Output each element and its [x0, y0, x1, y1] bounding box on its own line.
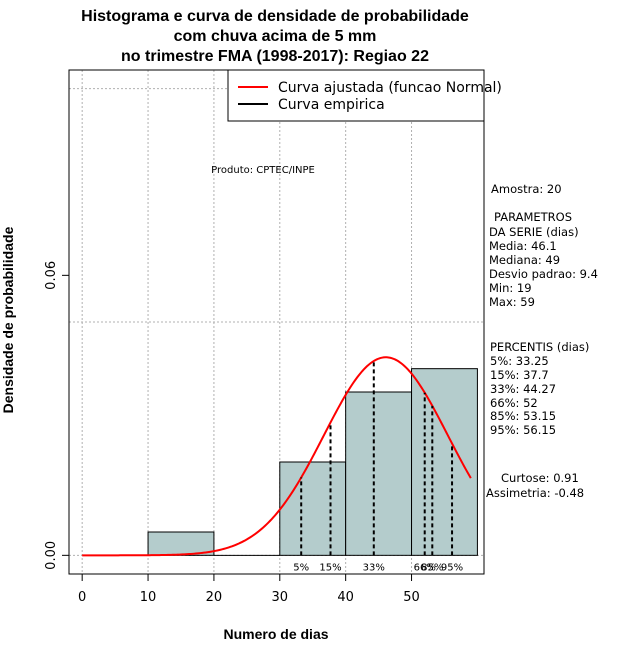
- y-axis-label: Densidade de probabilidade: [0, 226, 16, 413]
- stats-line: Media: 46.1: [489, 239, 557, 253]
- legend-label: Curva empirica: [278, 97, 385, 113]
- title-line: com chuva acima de 5 mm: [174, 28, 377, 45]
- percentile-label: 5%: [293, 562, 309, 573]
- x-tick-label: 40: [337, 590, 354, 605]
- normal-curve-line: [82, 356, 472, 557]
- histogram-bar: [411, 368, 478, 556]
- x-tick-label: 20: [206, 590, 223, 605]
- stats-line: 5%: 33.25: [490, 354, 549, 368]
- axes: 0 10 20 30 40 50 0.00 0.06 Numero de dias Densida…: [0, 69, 485, 642]
- stats-line: Amostra: 20: [491, 182, 562, 196]
- percentile-label: 95%: [441, 562, 463, 573]
- stats-line: Mediana: 49: [489, 253, 560, 267]
- stats-line: 66%: 52: [490, 396, 538, 410]
- normal-curve: [82, 356, 472, 557]
- product-annotation: Produto: CPTEC/INPE: [211, 165, 315, 176]
- x-axis-label: Numero de dias: [223, 626, 328, 642]
- x-tick-label: 10: [140, 590, 157, 605]
- percentile-label: 66%: [414, 562, 436, 573]
- x-tick-label: 0: [78, 590, 86, 605]
- percentile-label: 15%: [319, 562, 341, 573]
- legend-label: Curva ajustada (funcao Normal): [278, 80, 502, 96]
- stats-line: Curtose: 0.91: [501, 471, 579, 485]
- legend: Curva ajustada (funcao Normal)Curva empi…: [227, 69, 502, 122]
- histogram-bars: [147, 368, 478, 556]
- stats-line: DA SERIE (dias): [489, 225, 579, 239]
- stats-line: Min: 19: [489, 281, 532, 295]
- stats-line: 33%: 44.27: [490, 382, 556, 396]
- percentile-label: 85%: [421, 562, 443, 573]
- stats-line: Desvio padrao: 9.4: [489, 267, 598, 281]
- stats-line: Assimetria: -0.48: [486, 486, 584, 500]
- x-tick-label: 30: [272, 590, 289, 605]
- title-line: Histograma e curva de densidade de proba…: [81, 8, 469, 25]
- stats-line: PARAMETROS: [494, 210, 572, 224]
- stats-line: Max: 59: [489, 295, 535, 309]
- stats-line: 85%: 53.15: [490, 409, 556, 423]
- y-tick-label: 0.06: [44, 261, 59, 290]
- y-tick-label: 0.00: [44, 541, 59, 570]
- title-line: no trimestre FMA (1998-2017): Regiao 22: [121, 48, 429, 65]
- x-tick-label: 50: [403, 590, 420, 605]
- histogram-bar: [345, 391, 413, 556]
- legend-box: [227, 69, 485, 122]
- stats-line: PERCENTIS (dias): [490, 340, 589, 354]
- percentile-label: 33%: [363, 562, 385, 573]
- histogram-bar: [279, 461, 347, 556]
- chart-title: Histograma e curva de densidade de proba…: [81, 8, 469, 65]
- percentile-lines: 5% 15% 33% 66%85%95%: [293, 360, 463, 573]
- stats-line: 15%: 37.7: [490, 368, 549, 382]
- stats-line: 95%: 56.15: [490, 423, 556, 437]
